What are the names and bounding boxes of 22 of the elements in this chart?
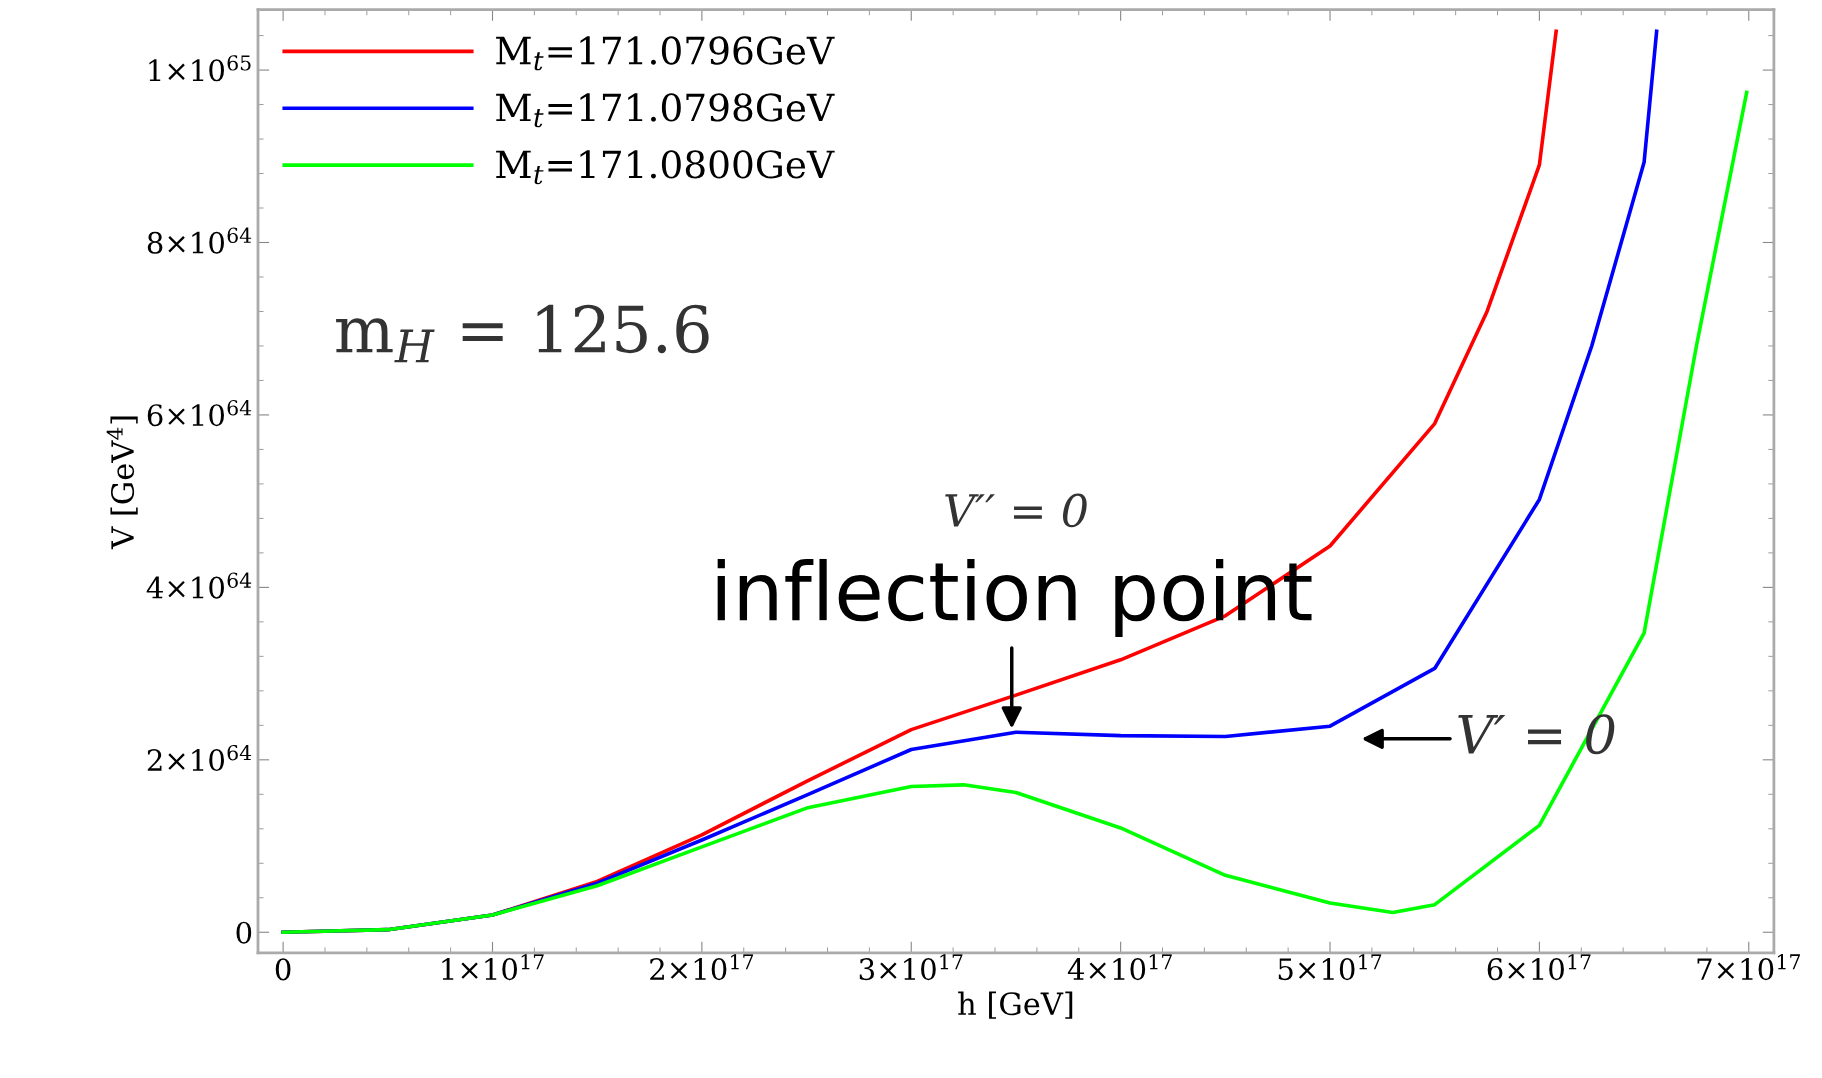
y-tick-label: 8×10$^{64}$ bbox=[147, 227, 252, 254]
x-tick-label: 4×10$^{17}$ bbox=[1067, 954, 1172, 981]
y-tick-label: 6×10$^{64}$ bbox=[147, 400, 252, 427]
x-tick-label: 6×10$^{17}$ bbox=[1487, 954, 1591, 981]
annotation: V′ = 0 bbox=[1458, 714, 1615, 755]
y-tick-label: 4×10$^{64}$ bbox=[146, 572, 252, 599]
x-tick-label: 2×10$^{17}$ bbox=[650, 954, 754, 981]
x-tick-label: 3×10$^{17}$ bbox=[859, 954, 963, 981]
y-axis-title: V [GeV$^{4}$] bbox=[106, 416, 138, 550]
x-tick-label: 1×10$^{17}$ bbox=[442, 954, 544, 981]
annotation: V′′ = 0 bbox=[945, 493, 1087, 528]
x-tick-label: 5×10$^{17}$ bbox=[1278, 954, 1382, 981]
legend-label: M$_{t}$=171.0798GeV bbox=[496, 93, 835, 128]
legend-label: M$_{t}$=171.0796GeV bbox=[496, 36, 835, 71]
y-tick-label: 1×10$^{65}$ bbox=[149, 55, 251, 82]
x-tick-label: 0 bbox=[275, 958, 291, 981]
annotation: m$_{H}$ = 125.6 bbox=[336, 304, 709, 363]
y-tick-label: 2×10$^{64}$ bbox=[147, 744, 252, 772]
y-tick-label: 0 bbox=[236, 921, 252, 944]
x-tick-label: 7×10$^{17}$ bbox=[1697, 954, 1800, 981]
x-axis-title: h [GeV] bbox=[958, 991, 1073, 1019]
legend-label: M$_{t}$=171.0800GeV bbox=[496, 150, 835, 185]
